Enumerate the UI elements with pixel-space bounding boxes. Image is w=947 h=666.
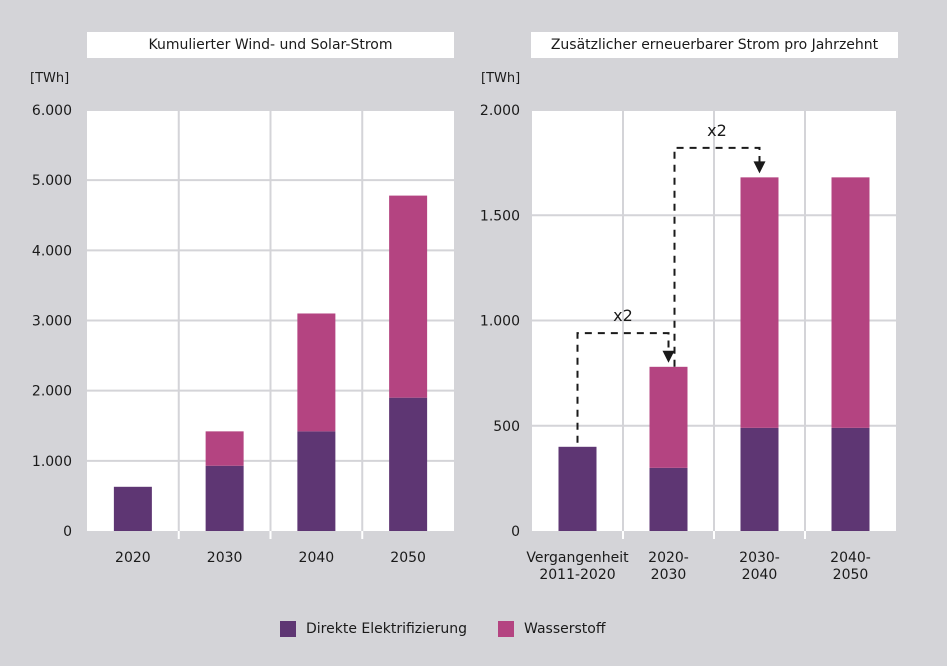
y-tick-label-cumulative: 6.000	[32, 103, 72, 119]
bar-cumulative-series2	[389, 195, 428, 398]
bar-cumulative-series1	[205, 465, 244, 531]
bar-cumulative-series2	[205, 431, 244, 466]
x-tick-label-decade: Vergangenheit 2011-2020	[526, 550, 629, 583]
annotation-line	[673, 146, 761, 367]
bar-decade-series1	[740, 427, 779, 531]
bar-decade-series2	[831, 177, 870, 428]
bar-decade-series1	[649, 467, 688, 531]
x-tick-label-decade: 2020-2030	[648, 550, 689, 583]
bar-decade-series1	[831, 427, 870, 531]
annotation-arrowhead	[753, 161, 766, 174]
y-tick-label-cumulative: 4.000	[32, 243, 72, 259]
y-tick-label-decade: 1.500	[480, 208, 520, 224]
annotation-label: x2	[707, 121, 727, 140]
y-tick-label-decade: 0	[511, 524, 520, 540]
legend-swatch-hydrogen	[498, 621, 514, 637]
y-tick-label-decade: 1.000	[480, 314, 520, 330]
y-unit-label-cumulative: [TWh]	[30, 71, 70, 86]
x-tick-label-cumulative: 2040	[299, 550, 335, 566]
legend-label-direct: Direkte Elektrifizierung	[306, 621, 468, 637]
bar-cumulative-series1	[113, 486, 152, 531]
bar-decade-series2	[740, 177, 779, 428]
legend-item-hydrogen: Wasserstoff	[498, 621, 605, 637]
chart-title-decade: Zusätzlicher erneuerbarer Strom pro Jahr…	[531, 32, 898, 58]
y-tick-label-cumulative: 5.000	[32, 173, 72, 189]
bar-decade-series2	[649, 366, 688, 468]
x-tick-label-cumulative: 2020	[115, 550, 151, 566]
x-tick-label-decade: 2030-2040	[739, 550, 780, 583]
bar-cumulative-series1	[389, 397, 428, 531]
y-tick-label-cumulative: 1.000	[32, 454, 72, 470]
y-tick-label-cumulative: 2.000	[32, 384, 72, 400]
annotation-line	[576, 332, 670, 443]
chart-title-cumulative: Kumulierter Wind- und Solar-Strom	[87, 32, 454, 58]
y-unit-label-decade: [TWh]	[481, 71, 521, 86]
x-tick-label-decade: 2040-2050	[830, 550, 871, 583]
legend-item-direct: Direkte Elektrifizierung	[280, 621, 467, 637]
annotation-label: x2	[613, 306, 633, 325]
annotation-arrowhead	[662, 350, 675, 363]
x-tick-label-cumulative: 2030	[207, 550, 243, 566]
y-tick-label-decade: 500	[493, 419, 520, 435]
y-tick-label-decade: 2.000	[480, 103, 520, 119]
legend-label-hydrogen: Wasserstoff	[524, 621, 606, 637]
bar-cumulative-series1	[297, 431, 336, 531]
legend-swatch-direct	[280, 621, 296, 637]
x-tick-label-cumulative: 2050	[390, 550, 426, 566]
bar-cumulative-series2	[297, 313, 336, 432]
y-tick-label-cumulative: 3.000	[32, 314, 72, 330]
y-tick-label-cumulative: 0	[63, 524, 72, 540]
bar-decade-series1	[558, 446, 597, 531]
